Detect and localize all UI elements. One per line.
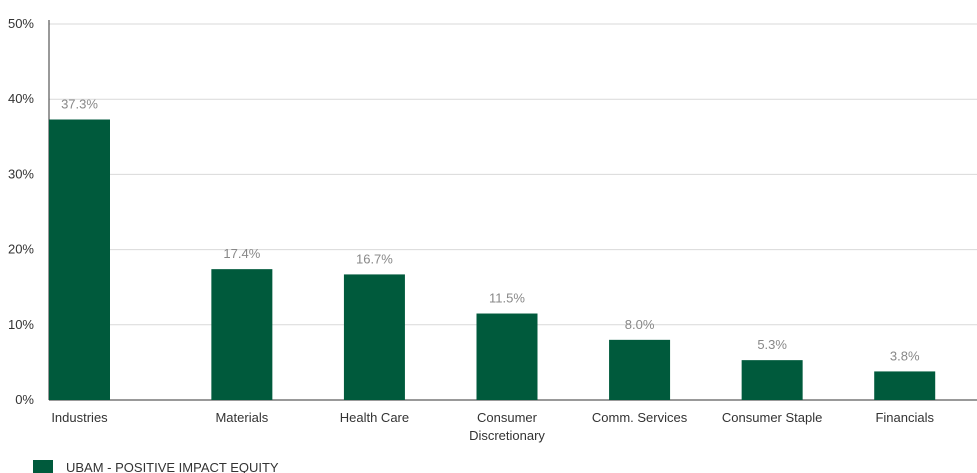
category-label: Health Care — [340, 410, 409, 425]
y-tick-label: 50% — [8, 16, 34, 31]
gridlines — [49, 23, 977, 401]
legend-label: UBAM - POSITIVE IMPACT EQUITY — [66, 460, 279, 473]
legend-swatch — [33, 460, 53, 473]
category-label: Consumer Discretionary — [469, 410, 545, 443]
bar — [476, 313, 538, 400]
x-axis-category-labels: Industries Materials Health Care Consumer Di… — [51, 410, 934, 443]
category-label-line: Industries — [51, 410, 108, 425]
category-label: Comm. Services — [592, 410, 688, 425]
data-label: 5.3% — [757, 337, 787, 352]
legend: UBAM - POSITIVE IMPACT EQUITY — [33, 460, 279, 473]
y-tick-label: 40% — [8, 91, 34, 106]
category-label: Industries — [51, 410, 108, 425]
bar — [741, 360, 803, 400]
data-label: 11.5% — [489, 291, 525, 306]
category-label: Financials — [875, 410, 934, 425]
category-label-line: Materials — [215, 410, 268, 425]
y-tick-label: 30% — [8, 166, 34, 181]
data-label: 8.0% — [625, 317, 655, 332]
y-tick-label: 10% — [8, 317, 34, 332]
category-label: Materials — [215, 410, 268, 425]
bar — [343, 274, 405, 400]
bar — [49, 119, 110, 400]
data-label: 16.7% — [356, 251, 393, 266]
data-label: 37.3% — [61, 97, 98, 112]
category-label-line: Financials — [875, 410, 934, 425]
category-label-line: Comm. Services — [592, 410, 688, 425]
data-labels: 37.3% 17.4% 16.7% 11.5% 8.0% 5.3% 3.8% — [61, 97, 920, 364]
category-label: Consumer Staple — [722, 410, 822, 425]
bar — [874, 371, 936, 400]
category-label-line: Consumer — [477, 410, 538, 425]
y-axis-tick-labels: 0% 10% 20% 30% 40% 50% — [8, 16, 34, 407]
y-tick-label: 0% — [15, 392, 34, 407]
category-label-line: Consumer Staple — [722, 410, 822, 425]
y-tick-label: 20% — [8, 242, 34, 257]
bar — [211, 269, 273, 400]
category-label-line: Health Care — [340, 410, 409, 425]
data-label: 17.4% — [223, 246, 260, 261]
data-label: 3.8% — [890, 348, 920, 363]
bar — [609, 339, 671, 400]
bars — [49, 119, 936, 400]
category-label-line: Discretionary — [469, 428, 545, 443]
